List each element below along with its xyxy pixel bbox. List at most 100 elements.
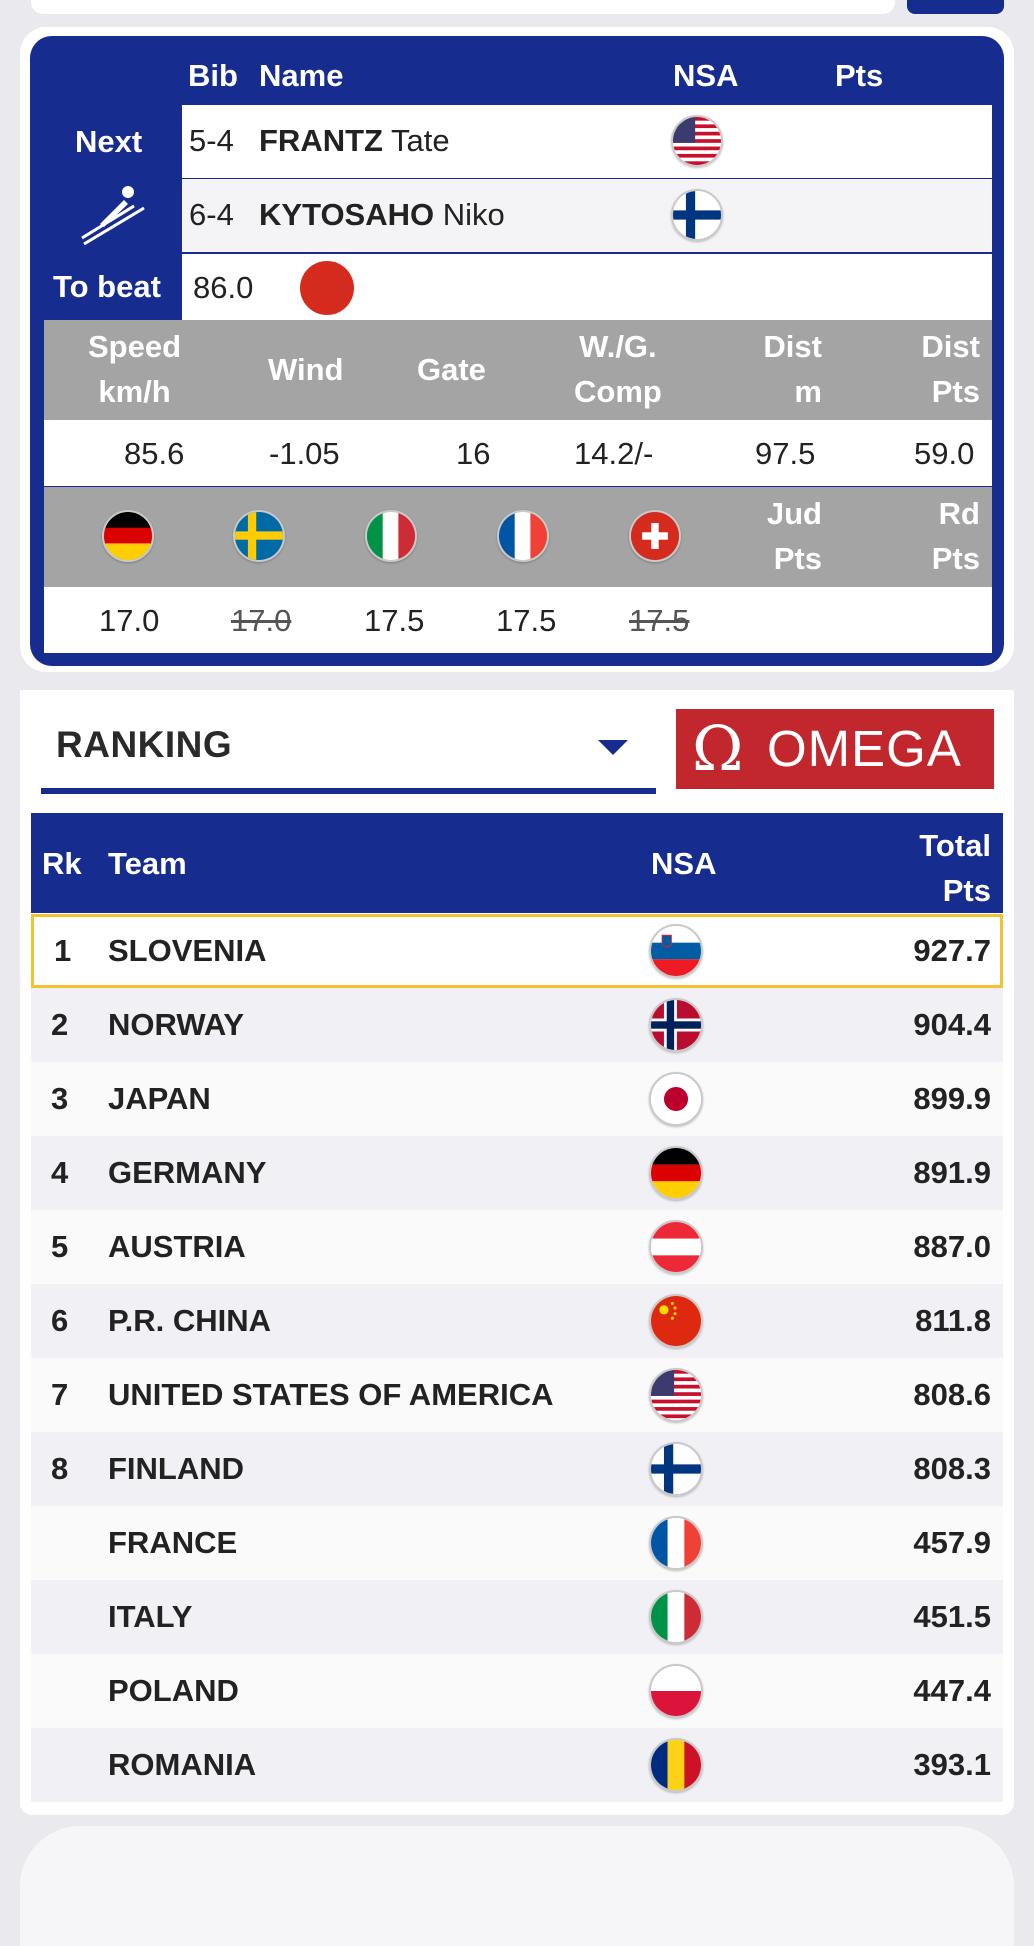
gate-header: Gate xyxy=(417,352,486,387)
ranking-row-slovenia[interactable]: 1 SLOVENIA 927.7 xyxy=(31,914,1003,988)
germany-flag-icon xyxy=(102,510,154,562)
judge-score: 17.0 xyxy=(99,603,160,638)
usa-flag-icon xyxy=(649,1368,703,1422)
total-points: 891.9 xyxy=(913,1155,991,1190)
wg-comp-value: 14.2/- xyxy=(574,436,654,471)
jumper-row-2[interactable]: 6-4 KYTOSAHO Niko xyxy=(182,179,992,252)
team-name: FINLAND xyxy=(108,1451,245,1486)
ranking-dropdown-label: RANKING xyxy=(56,724,233,765)
ranking-row-germany[interactable]: 4 GERMANY 891.9 xyxy=(31,1136,1003,1210)
to-beat-label: To beat xyxy=(53,269,161,304)
jumper-name: KYTOSAHO Niko xyxy=(259,197,505,232)
ski-jumper-icon xyxy=(78,180,148,250)
ranking-row-italy[interactable]: ITALY 451.5 xyxy=(31,1580,1003,1654)
total-points: 904.4 xyxy=(913,1007,991,1042)
omega-wordmark: OMEGA xyxy=(767,720,962,777)
speed-header: Speed km/h xyxy=(88,329,182,409)
team-name: NORWAY xyxy=(108,1007,245,1042)
team-name: FRANCE xyxy=(108,1525,238,1560)
team-name: SLOVENIA xyxy=(108,933,267,968)
to-beat-dot-icon xyxy=(300,261,354,315)
total-points: 887.0 xyxy=(913,1229,991,1264)
speed-value: 85.6 xyxy=(124,436,185,471)
total-points: 457.9 xyxy=(913,1525,991,1560)
ranking-row-finland[interactable]: 8 FINLAND 808.3 xyxy=(31,1432,1003,1506)
col-header-nsa: NSA xyxy=(673,58,739,93)
ranking-table-header: Rk Team NSA Total Pts xyxy=(31,813,1003,913)
romania-flag-icon xyxy=(649,1738,703,1792)
bottom-sheet-edge xyxy=(20,1826,1014,1946)
sweden-flag-icon xyxy=(233,510,285,562)
ranking-row-japan[interactable]: 3 JAPAN 899.9 xyxy=(31,1062,1003,1136)
total-points: 899.9 xyxy=(913,1081,991,1116)
total-points: 393.1 xyxy=(913,1747,991,1782)
finland-flag-icon xyxy=(649,1442,703,1496)
stats-values: 85.6 -1.05 16 14.2/- 97.5 59.0 xyxy=(44,420,992,486)
judge-score: 17.5 xyxy=(496,603,557,638)
rank: 2 xyxy=(51,1007,69,1042)
jud-pts-header: Jud Pts xyxy=(766,496,822,576)
omega-symbol-icon: Ω xyxy=(692,712,744,785)
ranking-row-china[interactable]: 6 P.R. CHINA 811.8 xyxy=(31,1284,1003,1358)
team-name: ROMANIA xyxy=(108,1747,257,1782)
total-points: 447.4 xyxy=(913,1673,991,1708)
rank: 6 xyxy=(51,1303,69,1338)
finland-flag-icon xyxy=(671,189,723,241)
italy-flag-icon xyxy=(365,510,417,562)
rd-pts-header: Rd Pts xyxy=(931,496,980,576)
judge-score-discarded: 17.0 xyxy=(231,603,292,638)
total-points: 811.8 xyxy=(915,1303,991,1338)
dist-pts-header: Dist Pts xyxy=(921,329,980,409)
austria-flag-icon xyxy=(649,1220,703,1274)
jumper-row-1[interactable]: 5-4 FRANTZ Tate xyxy=(182,105,992,178)
stats-header: Speed km/h Wind Gate W./G. Comp Dist m Dist… xyxy=(44,320,992,420)
dist-pts-value: 59.0 xyxy=(914,436,975,471)
ranking-dropdown[interactable]: RANKING xyxy=(41,700,656,794)
team-name: UNITED STATES OF AMERICA xyxy=(108,1377,554,1412)
norway-flag-icon xyxy=(649,998,703,1052)
gate-value: 16 xyxy=(456,436,491,471)
japan-flag-icon xyxy=(649,1072,703,1126)
judges-values: 17.0 17.0 17.5 17.5 17.5 xyxy=(44,587,992,653)
col-header-bib: Bib xyxy=(188,58,238,93)
switzerland-flag-icon xyxy=(629,510,681,562)
china-flag-icon xyxy=(649,1294,703,1348)
ranking-row-france[interactable]: FRANCE 457.9 xyxy=(31,1506,1003,1580)
team-name: ITALY xyxy=(108,1599,193,1634)
wind-header: Wind xyxy=(268,352,344,387)
rank: 8 xyxy=(51,1451,69,1486)
to-beat-value: 86.0 xyxy=(193,270,254,305)
slovenia-flag-icon xyxy=(649,924,703,978)
team-name: POLAND xyxy=(108,1673,239,1708)
next-label: Next xyxy=(75,124,143,159)
total-points: 927.7 xyxy=(913,933,991,968)
dist-value: 97.5 xyxy=(755,436,816,471)
france-flag-icon xyxy=(497,510,549,562)
judges-header: Jud Pts Rd Pts xyxy=(44,487,992,587)
col-header-team: Team xyxy=(108,846,187,881)
top-button-remnant[interactable] xyxy=(907,0,1004,14)
jumper-bib: 6-4 xyxy=(189,197,234,232)
rank: 5 xyxy=(51,1229,69,1264)
ranking-row-usa[interactable]: 7 UNITED STATES OF AMERICA 808.6 xyxy=(31,1358,1003,1432)
to-beat-row: 86.0 xyxy=(182,254,992,320)
col-header-name: Name xyxy=(259,58,344,93)
col-header-nsa: NSA xyxy=(651,846,717,881)
team-name: AUSTRIA xyxy=(108,1229,246,1264)
ranking-row-austria[interactable]: 5 AUSTRIA 887.0 xyxy=(31,1210,1003,1284)
omega-logo: Ω OMEGA xyxy=(676,709,994,789)
wind-value: -1.05 xyxy=(269,436,340,471)
germany-flag-icon xyxy=(649,1146,703,1200)
ranking-row-norway[interactable]: 2 NORWAY 904.4 xyxy=(31,988,1003,1062)
france-flag-icon xyxy=(649,1516,703,1570)
jumper-bib: 5-4 xyxy=(189,123,234,158)
top-card-remnant xyxy=(31,0,895,14)
chevron-down-icon xyxy=(598,740,628,755)
col-header-total-pts: Total Pts xyxy=(919,828,991,908)
col-header-rk: Rk xyxy=(42,846,82,881)
rank: 7 xyxy=(51,1377,69,1412)
ranking-row-romania[interactable]: ROMANIA 393.1 xyxy=(31,1728,1003,1802)
wg-comp-header: W./G. Comp xyxy=(574,329,662,409)
ranking-row-poland[interactable]: POLAND 447.4 xyxy=(31,1654,1003,1728)
team-name: JAPAN xyxy=(108,1081,211,1116)
